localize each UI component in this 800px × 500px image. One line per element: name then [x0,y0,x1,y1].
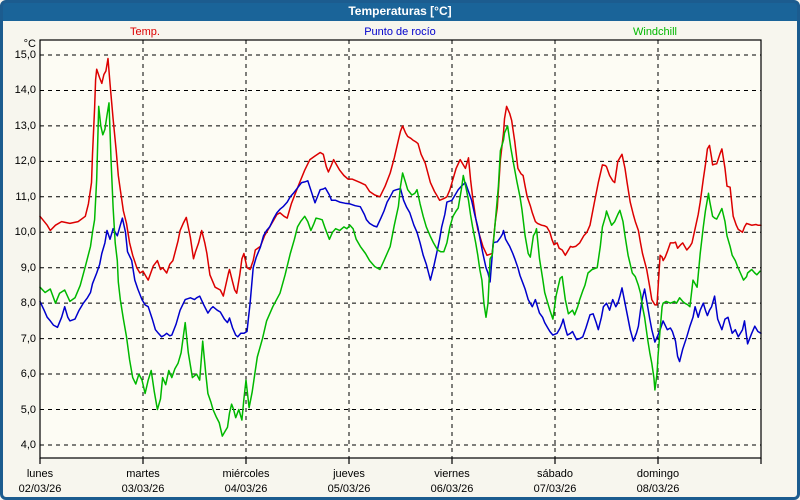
y-axis-tick-label: 8,0 [20,297,36,310]
day-name: martes [126,468,160,480]
day-date: 03/03/26 [121,483,165,495]
legend-temp: Temp. [130,26,160,38]
x-axis-day-label: jueves 05/03/26 [304,468,394,495]
y-axis-unit: °C [23,38,36,50]
y-axis-tick-label: 14,0 [14,84,36,97]
legend-windchill: Windchill [632,26,678,38]
day-name: viernes [434,468,470,480]
y-axis-tick-label: 15,0 [14,49,36,61]
y-axis-tick-label: 6,0 [20,368,36,381]
window-title: Temperaturas [°C] [348,4,452,18]
plot-border [39,39,762,459]
day-date: 05/03/26 [327,483,371,495]
day-date: 04/03/26 [224,483,268,495]
series-line-windchill [39,102,761,437]
y-axis-tick-label: 11,0 [15,190,36,203]
y-axis-tick-label: 10,0 [14,226,36,239]
day-name: lunes [26,468,54,480]
day-name: jueves [333,468,365,480]
x-axis-day-label: lunes 02/03/26 [0,468,85,495]
series-line-punto-de-roc-o [39,180,762,363]
x-axis-day-label: viernes 06/03/26 [407,468,497,495]
day-date: 07/03/26 [533,483,577,495]
x-axis-day-label: sábado 07/03/26 [510,468,600,495]
y-axis-tick-label: 12,0 [14,155,36,168]
legend-dew-point: Punto de rocío [364,26,436,38]
x-axis-day-label: miércoles 04/03/26 [201,468,291,495]
window-titlebar[interactable]: Temperaturas [°C] [2,2,798,21]
y-axis-tick-label: 13,0 [14,119,36,132]
day-name: sábado [536,468,574,480]
y-axis-tick-label: 9,0 [20,261,36,274]
day-date: 08/03/26 [636,483,680,495]
day-date: 02/03/26 [18,483,62,495]
y-axis-tick-label: 5,0 [20,403,36,416]
plot-area [40,40,761,458]
series-line-temp- [39,57,762,306]
day-date: 06/03/26 [430,483,474,495]
y-axis-tick-label: 7,0 [20,332,36,345]
x-axis-day-label: domingo 08/03/26 [613,468,703,495]
day-name: miércoles [222,468,270,480]
day-name: domingo [636,468,680,480]
y-axis-tick-label: 4,0 [20,438,36,451]
x-axis-day-label: martes 03/03/26 [98,468,188,495]
